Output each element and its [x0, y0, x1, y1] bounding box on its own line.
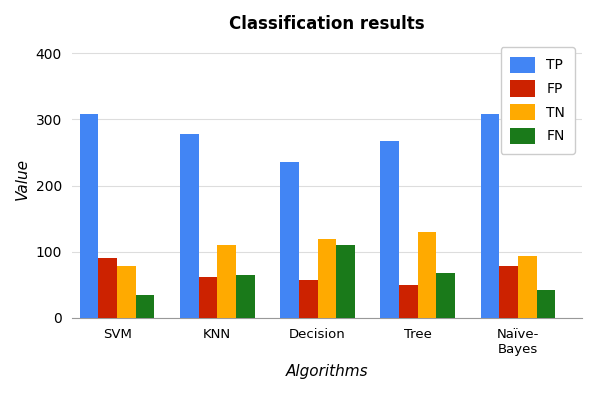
Legend: TP, FP, TN, FN: TP, FP, TN, FN [501, 47, 575, 154]
Bar [99, 258, 117, 318]
Bar [280, 162, 299, 318]
Bar [481, 114, 499, 318]
X-axis label: Algorithms: Algorithms [285, 364, 368, 379]
Bar [380, 141, 399, 318]
Bar [418, 232, 436, 318]
Bar [236, 275, 254, 318]
Bar [136, 295, 155, 318]
Bar [436, 273, 455, 318]
Bar [180, 134, 199, 318]
Bar [80, 114, 99, 318]
Title: Classification results: Classification results [229, 15, 424, 33]
Bar [499, 266, 518, 318]
Bar [117, 266, 136, 318]
Bar [518, 256, 537, 318]
Bar [336, 245, 355, 318]
Bar [537, 290, 555, 318]
Y-axis label: Value: Value [15, 158, 30, 200]
Bar [217, 245, 236, 318]
Bar [199, 277, 217, 318]
Bar [399, 285, 418, 318]
Bar [299, 280, 318, 318]
Bar [318, 238, 336, 318]
